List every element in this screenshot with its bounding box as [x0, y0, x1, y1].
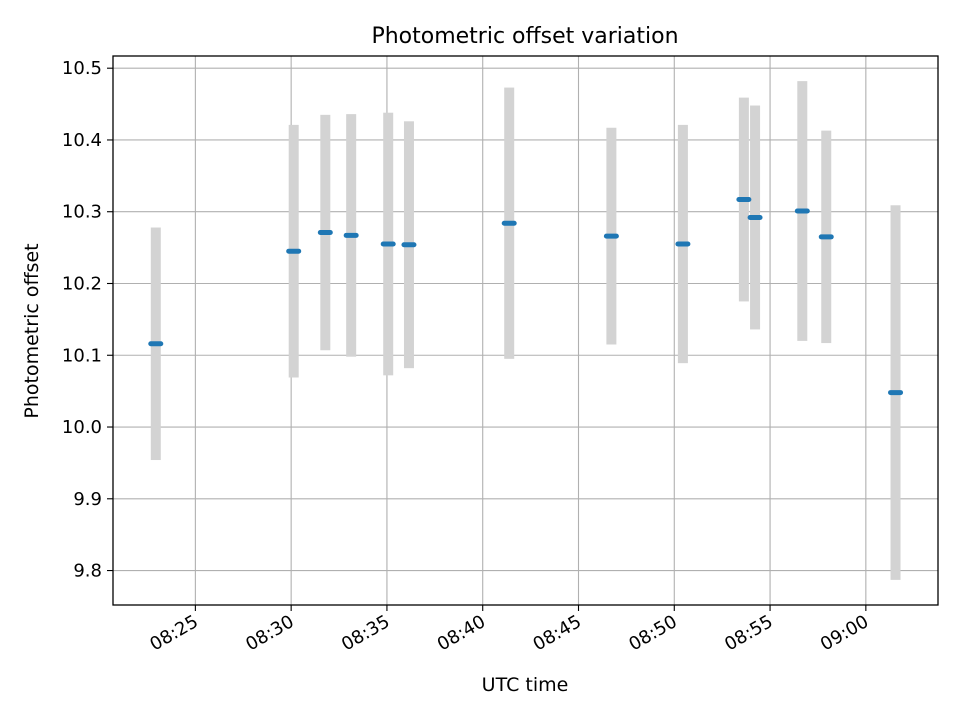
chart-title: Photometric offset variation — [371, 24, 678, 49]
plot-frame — [112, 55, 939, 606]
y-axis-ticks: 9.8 9.9 10.0 10.1 10.2 10.3 10.4 10.5 — [62, 58, 113, 582]
y-tick-label: 10.5 — [62, 58, 102, 79]
error-bars — [150, 81, 901, 580]
x-tick-label: 09:00 — [817, 611, 872, 655]
x-tick-label: 08:45 — [530, 611, 585, 655]
y-tick-label: 10.2 — [62, 273, 102, 294]
x-axis-label: UTC time — [482, 674, 569, 696]
x-tick-label: 08:30 — [242, 611, 297, 655]
x-tick-label: 08:40 — [434, 611, 489, 655]
y-tick-label: 9.8 — [73, 561, 102, 582]
y-axis-label: Photometric offset — [21, 243, 43, 418]
y-tick-label: 9.9 — [73, 489, 102, 510]
x-tick-label: 08:35 — [338, 611, 393, 655]
y-tick-label: 10.1 — [62, 345, 102, 366]
data-markers — [148, 197, 904, 396]
y-tick-label: 10.3 — [62, 202, 102, 223]
x-tick-label: 08:50 — [625, 611, 680, 655]
x-tick-label: 08:55 — [721, 611, 776, 655]
y-tick-label: 10.0 — [62, 417, 102, 438]
x-tick-label: 08:25 — [146, 611, 201, 655]
x-axis-ticks: 08:25 08:30 08:35 08:40 08:45 08:50 08:55 09:00 — [146, 605, 872, 655]
grid — [113, 56, 938, 605]
y-tick-label: 10.4 — [62, 130, 102, 151]
